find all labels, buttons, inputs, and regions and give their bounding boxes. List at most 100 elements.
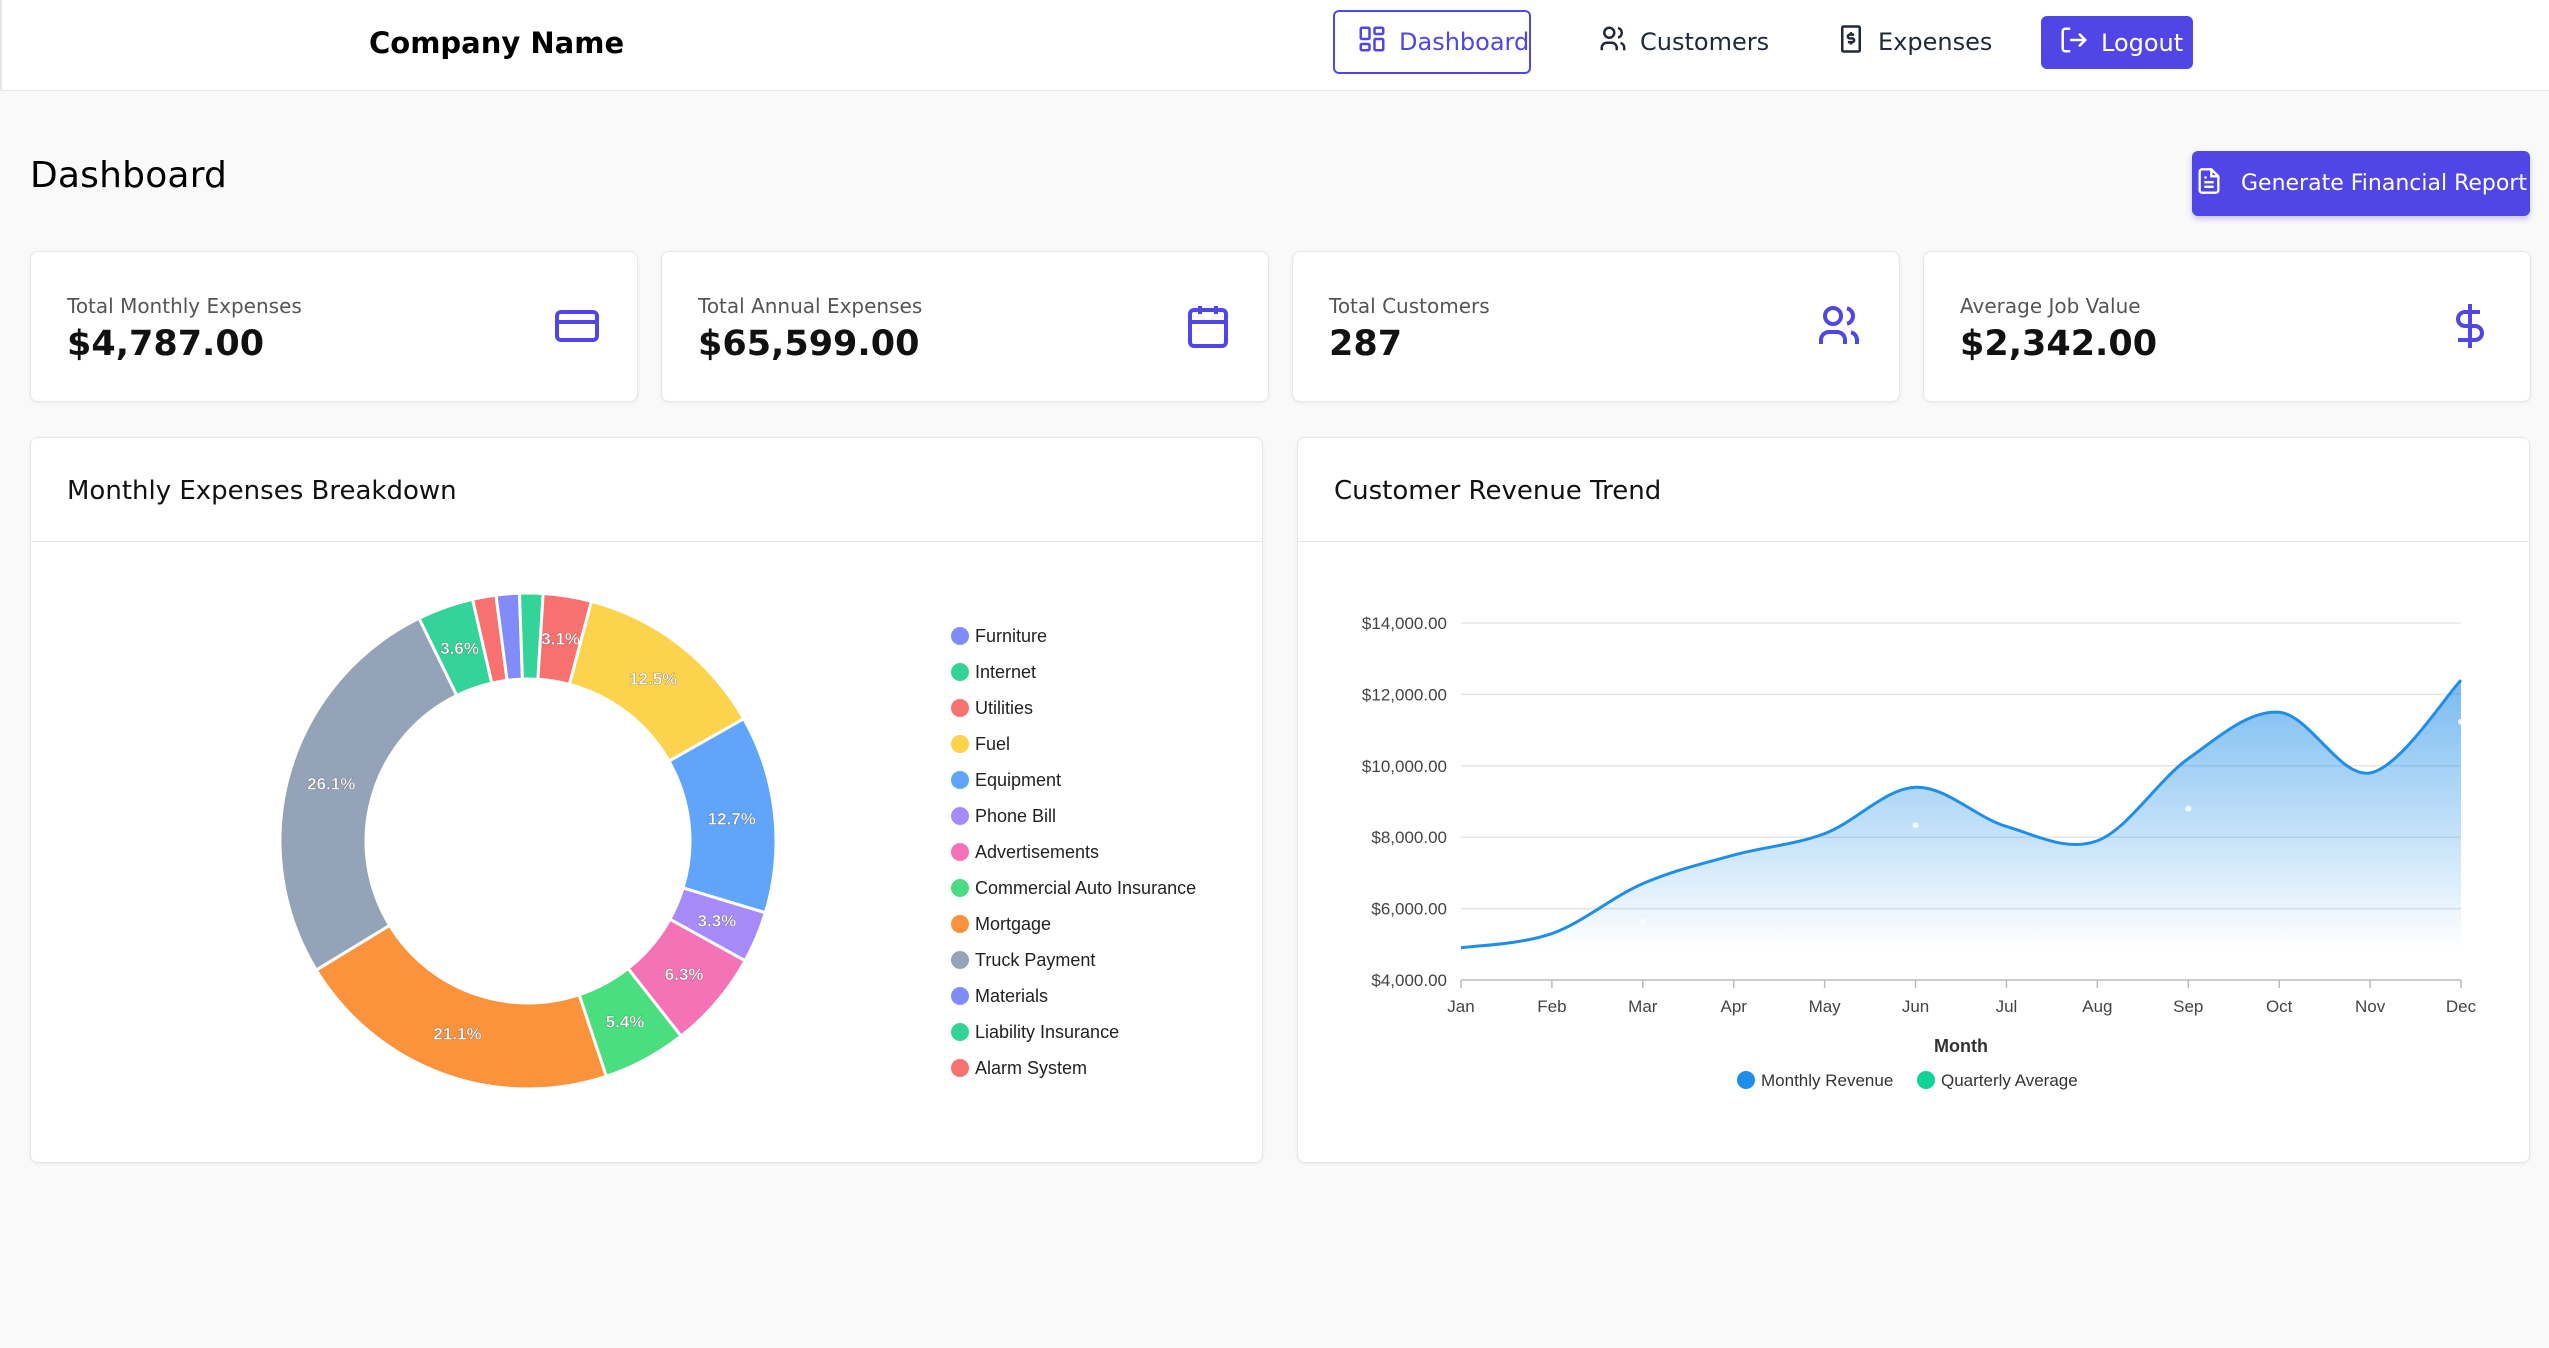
x-tick-label: Oct [2266,997,2293,1016]
legend-item[interactable]: Liability Insurance [951,1014,1196,1050]
stat-label: Total Annual Expenses [698,294,923,318]
x-tick-label: May [1809,997,1842,1016]
nav-dashboard[interactable]: Dashboard [1333,10,1531,74]
legend-label: Liability Insurance [975,1021,1120,1042]
legend-swatch [951,951,969,969]
stat-label: Total Monthly Expenses [67,294,302,318]
legend-item[interactable]: Fuel [951,726,1196,762]
nav-expenses[interactable]: Expenses [1814,10,2014,74]
legend-swatch [951,699,969,717]
y-tick-label: $8,000.00 [1371,828,1447,847]
x-tick-label: Jul [1996,997,2018,1016]
users-icon [1598,24,1628,60]
donut-data-label: 26.1% [307,775,355,794]
stat-value: $2,342.00 [1960,324,2158,364]
quarterly-average-point[interactable] [2458,718,2464,725]
legend-label: Internet [975,661,1037,682]
revenue-area-fill [1461,680,2461,950]
donut-data-label: 3.6% [440,639,479,658]
legend-label: Advertisements [975,841,1100,862]
legend-swatch [951,1059,969,1077]
legend-item[interactable]: Utilities [951,690,1196,726]
stat-card-annual-expenses: Total Annual Expenses $65,599.00 [661,251,1269,402]
legend-swatch [951,627,969,645]
legend-item[interactable]: Alarm System [951,1050,1196,1086]
brand-name[interactable]: Company Name [369,26,625,60]
quarterly-average-point[interactable] [1639,918,1646,925]
generate-report-label: Generate Financial Report [2241,171,2527,196]
legend-label: Materials [975,985,1049,1006]
legend-item[interactable]: Truck Payment [951,942,1196,978]
legend-swatch [951,987,969,1005]
donut-data-label: 5.4% [606,1013,645,1032]
stat-card-average-job-value: Average Job Value $2,342.00 [1923,251,2531,402]
legend-item[interactable]: Mortgage [951,906,1196,942]
stat-label: Total Customers [1329,294,1490,318]
legend-item[interactable]: Equipment [951,762,1196,798]
y-tick-label: $10,000.00 [1362,757,1447,776]
donut-slice-truck-payment[interactable] [278,616,459,973]
donut-slice-alarm-system[interactable] [470,593,509,685]
stat-value: $4,787.00 [67,324,265,364]
donut-data-label: 21.1% [433,1024,481,1043]
quarterly-average-point[interactable] [1912,822,1919,829]
legend-label: Truck Payment [975,949,1096,970]
y-tick-label: $4,000.00 [1371,971,1447,990]
legend-label: Furniture [975,625,1048,646]
legend-item[interactable]: Internet [951,654,1196,690]
x-tick-label: Feb [1537,997,1566,1016]
legend-item[interactable]: Materials [951,978,1196,1014]
y-tick-label: $6,000.00 [1371,900,1447,919]
quarterly-average-point[interactable] [2185,805,2192,812]
nav-customers[interactable]: Customers [1576,10,1791,74]
legend-swatch [951,807,969,825]
nav-customers-label: Customers [1640,28,1770,56]
credit-card-icon [553,302,601,350]
generate-report-button[interactable]: Generate Financial Report [2192,151,2530,216]
dollar-file-icon [1836,24,1866,60]
donut-data-label: 6.3% [665,965,704,984]
x-tick-label: Mar [1628,997,1658,1016]
logout-button[interactable]: Logout [2041,16,2193,69]
donut-slice-mortgage[interactable] [314,923,609,1091]
panel-title: Monthly Expenses Breakdown [67,476,457,506]
top-navbar: Company Name Dashboard Customers Expense… [0,0,2549,91]
legend-label: Utilities [975,697,1034,718]
legend-label: Alarm System [975,1057,1088,1078]
donut-data-label: 12.7% [708,809,756,828]
grid-icon [1357,24,1387,60]
nav-dashboard-label: Dashboard [1399,28,1530,56]
nav-expenses-label: Expenses [1878,28,1993,56]
stat-label: Average Job Value [1960,294,2141,318]
x-tick-label: Jun [1902,997,1929,1016]
legend-swatch [951,771,969,789]
x-tick-label: Dec [2446,997,2477,1016]
legend-item[interactable]: Phone Bill [951,798,1196,834]
x-axis-title: Month [1934,1036,1988,1056]
expenses-donut-chart: 3.1% 12.5% 12.7% 3.3% 6.3% 5.4% 21.1% 26.1% 3.6% [278,591,778,1091]
y-tick-label: $14,000.00 [1362,614,1447,633]
legend-item[interactable]: Furniture [951,618,1196,654]
revenue-area-chart: $14,000.00 $12,000.00 $10,000.00 $8,000.00 $… [1362,614,2477,1090]
legend-swatch [951,1023,969,1041]
legend-swatch [951,915,969,933]
donut-legend: Furniture Internet Utilities Fuel Equipment P… [951,618,1196,1086]
y-tick-label: $12,000.00 [1362,685,1447,704]
revenue-line[interactable] [1460,679,2463,950]
legend-label[interactable]: Quarterly Average [1941,1071,2078,1090]
expenses-breakdown-panel: Monthly Expenses Breakdown 3.1% 12.5% 12.7… [30,437,1263,1163]
legend-label: Commercial Auto Insurance [975,877,1197,898]
stat-value: $65,599.00 [698,324,920,364]
legend-label: Fuel [975,733,1011,754]
legend-swatch [1917,1071,1935,1089]
legend-item[interactable]: Advertisements [951,834,1196,870]
calendar-icon [1184,302,1232,350]
legend-label: Equipment [975,769,1062,790]
dollar-icon [2446,302,2494,350]
donut-data-label: 3.1% [541,630,580,649]
legend-swatch [1737,1071,1755,1089]
donut-data-label: 12.5% [629,670,677,689]
legend-label[interactable]: Monthly Revenue [1761,1071,1893,1090]
legend-item[interactable]: Commercial Auto Insurance [951,870,1196,906]
x-tick-label: Aug [2082,997,2112,1016]
